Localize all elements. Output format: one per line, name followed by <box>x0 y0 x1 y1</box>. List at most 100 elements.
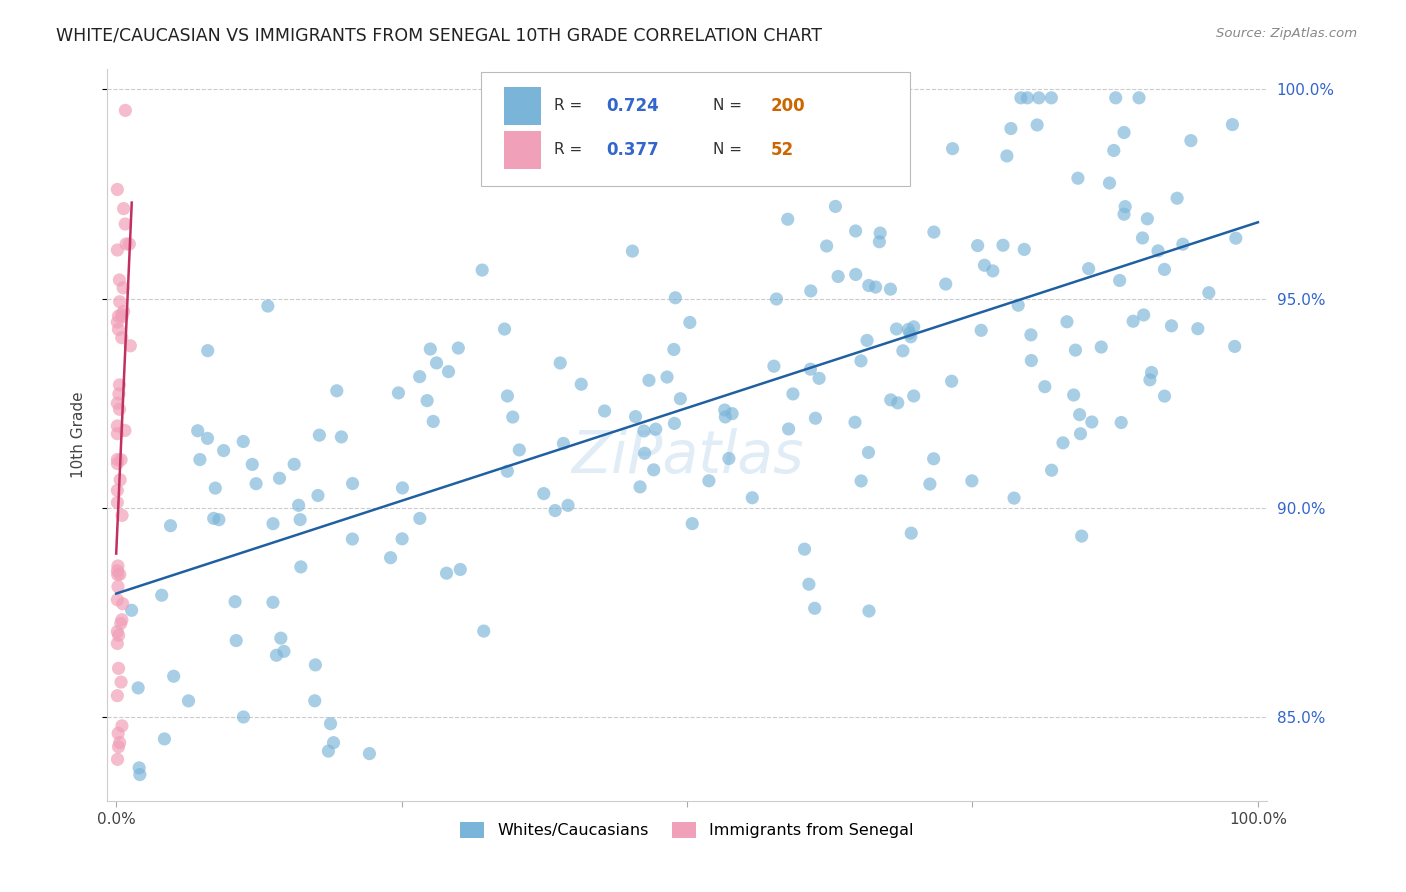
Point <box>153 731 176 746</box>
Point <box>108 377 131 392</box>
Point <box>449 562 471 576</box>
Text: N =: N = <box>713 143 741 157</box>
Text: 200: 200 <box>770 97 806 115</box>
Point <box>1077 261 1099 276</box>
Point <box>1187 321 1209 335</box>
Point <box>288 513 311 527</box>
Point <box>886 322 908 336</box>
Point <box>318 744 340 758</box>
Point <box>1122 314 1144 328</box>
Point <box>815 239 838 253</box>
Point <box>995 149 1018 163</box>
Point <box>679 316 702 330</box>
Point <box>869 226 891 240</box>
Point <box>1056 315 1078 329</box>
Point <box>1222 118 1244 132</box>
Point <box>1063 388 1085 402</box>
Point <box>548 356 571 370</box>
Point <box>120 339 142 353</box>
Point <box>858 604 880 618</box>
Point <box>107 726 129 740</box>
Point <box>115 237 138 252</box>
Point <box>935 277 957 291</box>
Point <box>436 566 458 581</box>
Point <box>800 284 823 298</box>
Point <box>1198 285 1220 300</box>
Point <box>105 689 128 703</box>
Point <box>197 343 219 358</box>
Point <box>391 532 413 546</box>
Point <box>1105 91 1128 105</box>
Point <box>844 415 866 429</box>
Point <box>1171 237 1194 252</box>
Point <box>762 359 785 374</box>
Point <box>1153 389 1175 403</box>
Text: R =: R = <box>554 98 586 113</box>
Point <box>1132 308 1154 322</box>
Point <box>845 224 868 238</box>
Point <box>447 341 470 355</box>
Point <box>1069 426 1091 441</box>
Point <box>163 669 186 683</box>
Text: 0.377: 0.377 <box>606 141 658 159</box>
Point <box>1040 463 1063 477</box>
Point <box>544 503 567 517</box>
Point <box>273 644 295 658</box>
Point <box>225 633 247 648</box>
Point <box>1026 118 1049 132</box>
Point <box>1166 191 1188 205</box>
Point <box>108 567 131 582</box>
Point <box>776 212 799 227</box>
Point <box>107 739 129 754</box>
Point <box>644 422 666 436</box>
Point <box>793 542 815 557</box>
Point <box>110 675 132 690</box>
Point <box>741 491 763 505</box>
Legend: Whites/Caucasians, Immigrants from Senegal: Whites/Caucasians, Immigrants from Seneg… <box>454 815 920 845</box>
Point <box>105 592 128 607</box>
Point <box>391 481 413 495</box>
Point <box>856 334 879 348</box>
Point <box>991 238 1014 252</box>
Point <box>1139 373 1161 387</box>
Point <box>669 392 692 406</box>
Text: Source: ZipAtlas.com: Source: ZipAtlas.com <box>1216 27 1357 40</box>
Point <box>960 474 983 488</box>
Point <box>107 661 129 675</box>
Point <box>1112 207 1135 221</box>
Point <box>232 710 254 724</box>
Point <box>1070 529 1092 543</box>
Point <box>202 511 225 525</box>
Point <box>494 322 516 336</box>
Point <box>105 483 128 498</box>
Point <box>105 182 128 196</box>
Point <box>245 476 267 491</box>
Point <box>804 411 827 425</box>
Point <box>208 513 231 527</box>
Point <box>108 473 131 487</box>
Point <box>1040 91 1063 105</box>
Point <box>409 511 432 525</box>
Point <box>105 419 128 434</box>
Point <box>342 476 364 491</box>
Point <box>922 451 945 466</box>
Point <box>502 410 524 425</box>
Point <box>900 330 922 344</box>
Point <box>105 624 128 639</box>
Point <box>628 480 651 494</box>
Point <box>941 374 963 388</box>
Point <box>1108 273 1130 287</box>
Point <box>1223 339 1246 353</box>
Point <box>1019 327 1042 342</box>
Point <box>633 446 655 460</box>
Point <box>283 458 305 472</box>
FancyBboxPatch shape <box>481 72 910 186</box>
Point <box>107 558 129 573</box>
Point <box>508 442 530 457</box>
Point <box>437 365 460 379</box>
Point <box>425 356 447 370</box>
Point <box>849 354 872 368</box>
Point <box>107 567 129 582</box>
Point <box>1132 231 1154 245</box>
Point <box>224 595 246 609</box>
